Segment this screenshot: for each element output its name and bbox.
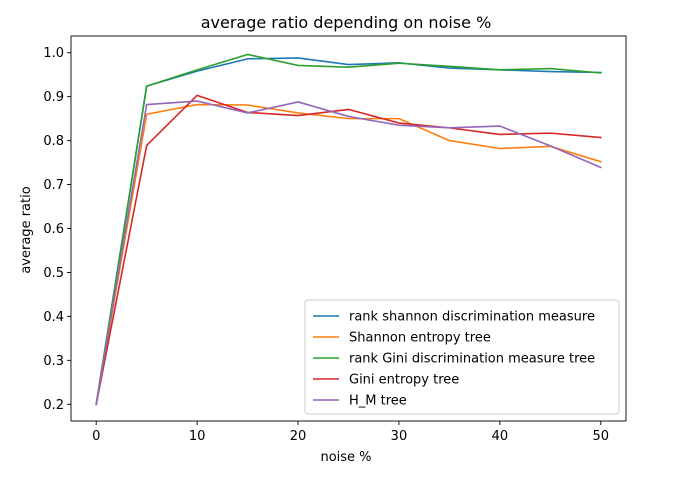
series-line-5: [95, 100, 602, 406]
series-line-1: [95, 57, 602, 406]
y-tick-label: 0.4: [43, 310, 64, 325]
legend-label: rank Gini discrimination measure tree: [349, 352, 595, 367]
y-tick-label: 0.6: [43, 222, 64, 237]
series-line-2: [95, 103, 602, 406]
y-tick-label: 0.5: [43, 266, 64, 281]
legend-label: Gini entropy tree: [349, 373, 459, 388]
series-lines: [95, 53, 602, 406]
x-tick-label: 0: [92, 429, 100, 444]
y-tick-label: 0.9: [43, 90, 64, 105]
y-tick-label: 0.3: [43, 354, 64, 369]
x-axis-label: noise %: [320, 450, 371, 465]
x-tick-label: 30: [391, 429, 408, 444]
legend-box: [304, 299, 620, 415]
plot-area: 0 10 20 30 40 50 0.2 0.3 0.4 0.5 0.6 0.7 0.8 0.9 1.0: [43, 35, 627, 444]
x-tick-label: 10: [189, 429, 206, 444]
y-tick-label: 0.8: [43, 134, 64, 149]
legend-label: Shannon entropy tree: [349, 331, 491, 346]
y-tick-label: 0.2: [43, 398, 64, 413]
x-tick-label: 50: [592, 429, 609, 444]
series-line-4: [95, 94, 602, 406]
legend-label: H_M tree: [349, 394, 407, 409]
series-line-3: [95, 53, 602, 406]
chart-title: average ratio depending on noise %: [201, 13, 492, 32]
x-tick-label: 40: [492, 429, 509, 444]
x-tick-label: 20: [290, 429, 307, 444]
legend: rank shannon discrimination measure Shann…: [304, 299, 620, 415]
y-axis-label: average ratio: [19, 186, 34, 273]
y-tick-label: 0.7: [43, 178, 64, 193]
legend-label: rank shannon discrimination measure: [349, 310, 595, 325]
y-tick-label: 1.0: [43, 46, 64, 61]
